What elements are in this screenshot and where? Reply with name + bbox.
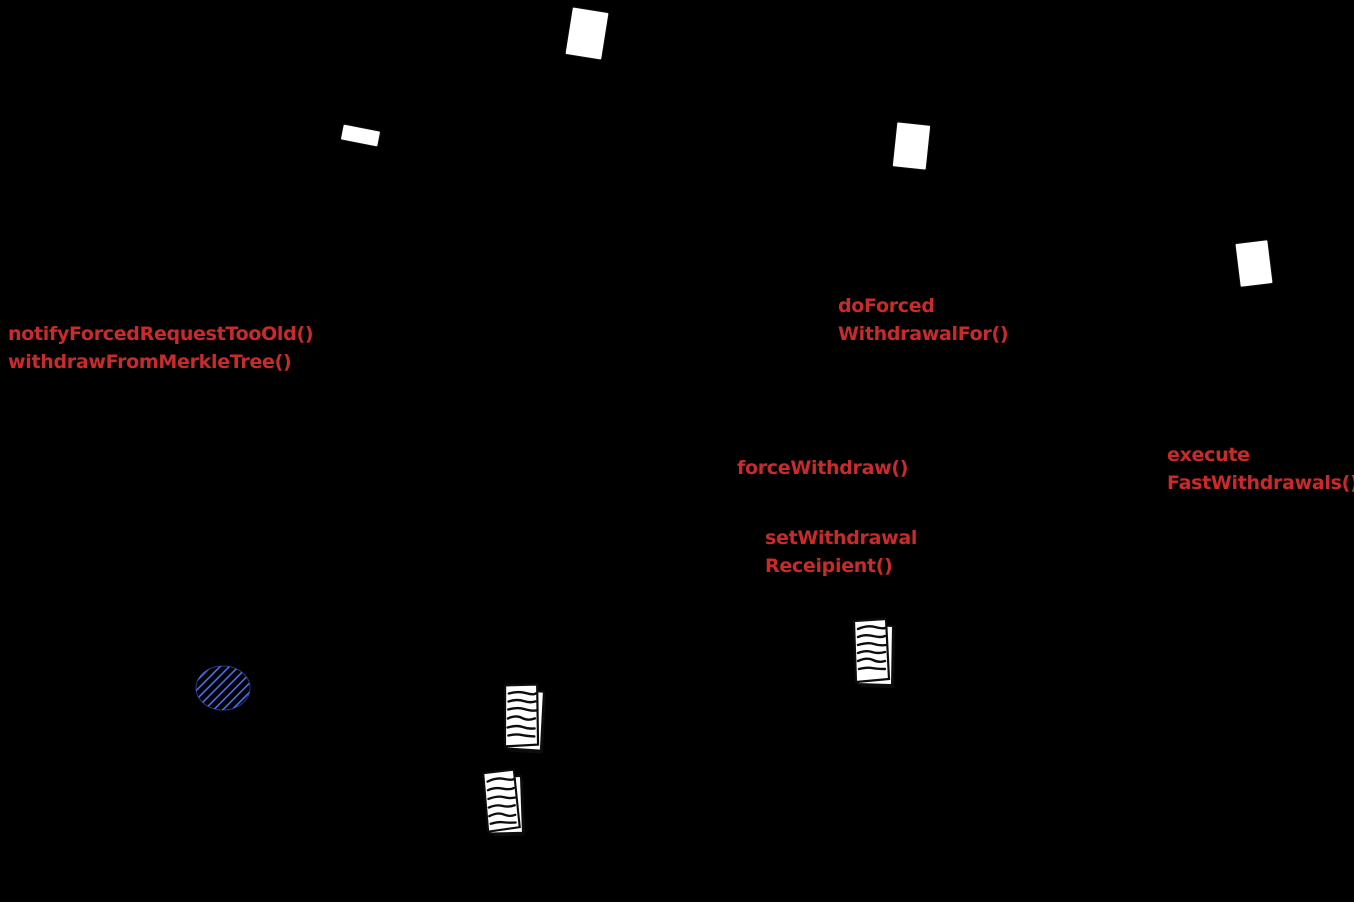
- document-stack-icon-middle: [496, 680, 550, 754]
- hatched-ellipse-icon: [194, 664, 252, 712]
- annotation-execute-fast-withdrawals: execute FastWithdrawals(): [1167, 444, 1354, 494]
- document-stack-icon-upper: [847, 616, 899, 688]
- document-stack-icon-lower: [476, 765, 530, 840]
- annotation-force-withdraw: forceWithdraw(): [737, 457, 909, 479]
- blank-paper-icon-right: [891, 121, 932, 171]
- scribble-text-lines: [506, 690, 538, 738]
- page-edge-line: [860, 629, 895, 688]
- scribble-text-lines: [856, 625, 888, 671]
- annotation-set-withdrawal-recipient: setWithdrawal Receipient(): [765, 527, 918, 577]
- small-card-icon: [339, 123, 382, 148]
- blank-paper-icon-far-right: [1234, 239, 1274, 288]
- annotation-do-forced-withdrawal-for: doForced WithdrawalFor(): [838, 295, 1009, 345]
- hachure-fill-ellipse: [196, 666, 250, 710]
- ellipse-outline: [195, 665, 251, 711]
- annotation-notify-and-withdraw-functions: notifyForcedRequestTooOld() withdrawFrom…: [8, 323, 314, 373]
- page-edge-line: [509, 695, 546, 754]
- page-edge-line: [493, 779, 525, 837]
- scribble-text-lines: [486, 777, 517, 825]
- blank-paper-icon-top: [564, 6, 610, 61]
